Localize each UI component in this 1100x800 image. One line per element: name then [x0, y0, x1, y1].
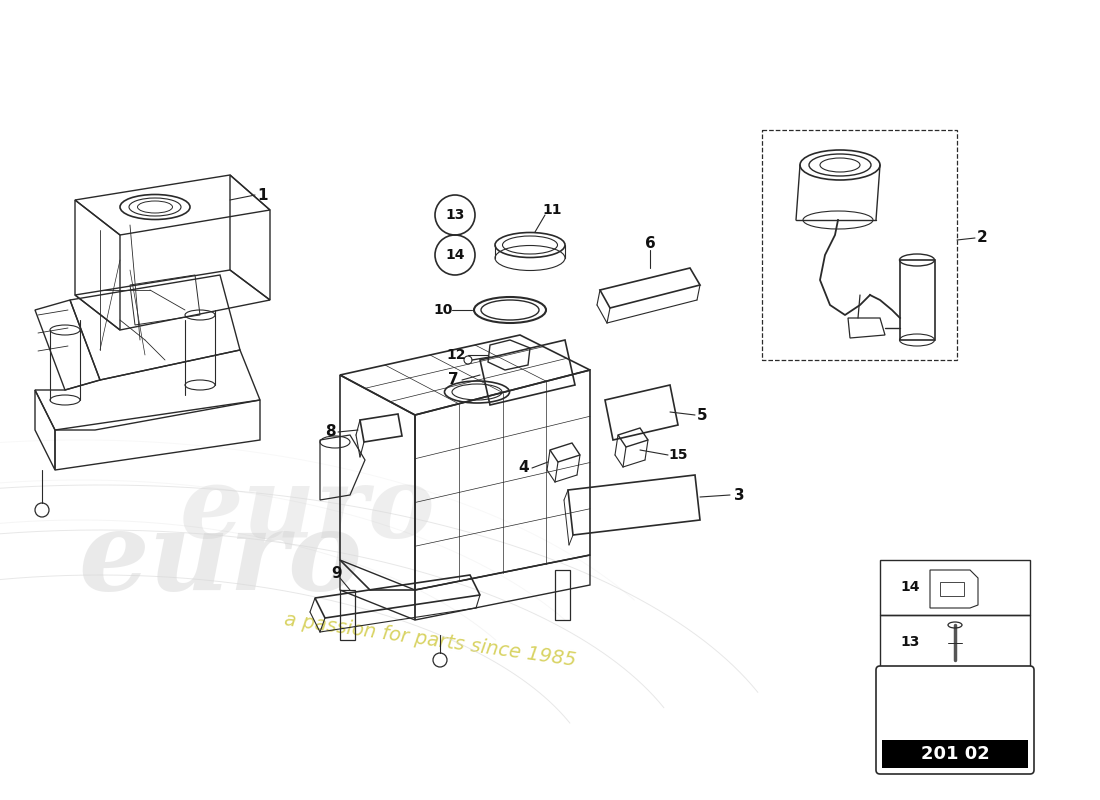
Text: a passion for parts since 1985: a passion for parts since 1985 — [283, 610, 578, 670]
Text: 201 02: 201 02 — [921, 745, 989, 763]
Bar — [882, 740, 1028, 768]
Text: 1: 1 — [257, 187, 268, 202]
Text: 4: 4 — [519, 461, 529, 475]
Text: 11: 11 — [542, 203, 562, 217]
Text: 2: 2 — [977, 230, 988, 246]
Polygon shape — [895, 695, 920, 718]
Polygon shape — [970, 686, 982, 705]
Text: 8: 8 — [324, 425, 336, 439]
Text: 3: 3 — [734, 487, 745, 502]
Bar — [880, 560, 1030, 615]
Bar — [880, 615, 1030, 670]
Text: 13: 13 — [900, 635, 920, 649]
Polygon shape — [895, 678, 970, 706]
Text: 15: 15 — [669, 448, 688, 462]
Text: 7: 7 — [448, 373, 459, 387]
Text: 5: 5 — [696, 407, 707, 422]
Text: 6: 6 — [645, 235, 656, 250]
Text: 13: 13 — [446, 208, 464, 222]
Text: euro: euro — [180, 462, 436, 558]
Text: 14: 14 — [900, 580, 920, 594]
FancyBboxPatch shape — [876, 666, 1034, 774]
Text: 10: 10 — [433, 303, 453, 317]
Text: euro: euro — [78, 506, 362, 614]
Text: 9: 9 — [332, 566, 342, 581]
Text: 12: 12 — [447, 348, 465, 362]
Text: 14: 14 — [446, 248, 464, 262]
Bar — [762, 130, 957, 360]
